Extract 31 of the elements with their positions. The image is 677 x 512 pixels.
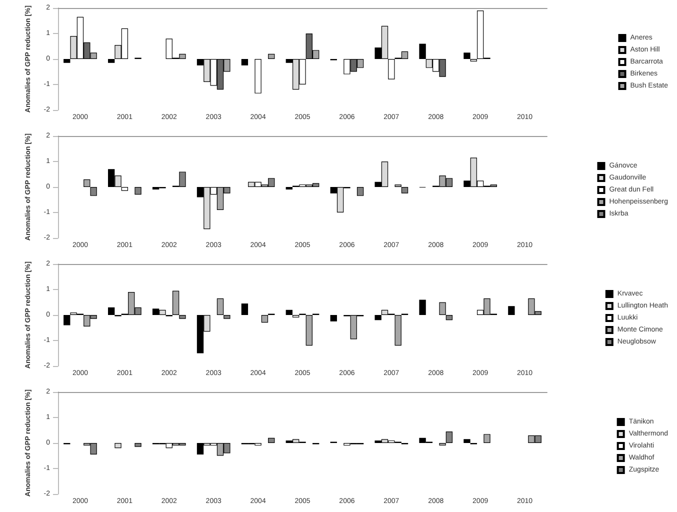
bar xyxy=(172,290,180,315)
bar xyxy=(439,302,446,315)
bar xyxy=(374,315,382,320)
bar xyxy=(356,187,364,196)
bar xyxy=(114,443,122,448)
bar xyxy=(268,54,275,59)
bar xyxy=(401,187,408,194)
bar xyxy=(134,187,142,195)
bar xyxy=(108,59,115,63)
bar xyxy=(241,59,248,66)
bar xyxy=(241,304,248,315)
bar xyxy=(446,315,453,320)
bar xyxy=(446,432,453,443)
bar xyxy=(254,59,262,94)
bar xyxy=(134,443,142,447)
bar xyxy=(330,315,337,322)
bar xyxy=(484,434,490,443)
bar xyxy=(419,44,426,59)
bar xyxy=(224,315,230,319)
bar xyxy=(464,439,470,443)
bar xyxy=(179,315,186,319)
bar xyxy=(419,300,426,315)
bar xyxy=(508,306,515,315)
bar xyxy=(121,187,128,191)
bar xyxy=(268,438,275,443)
bar xyxy=(261,315,268,323)
bar xyxy=(464,52,470,59)
bar xyxy=(108,307,115,315)
bar xyxy=(216,298,224,315)
bar xyxy=(306,315,312,346)
bar xyxy=(286,310,292,315)
